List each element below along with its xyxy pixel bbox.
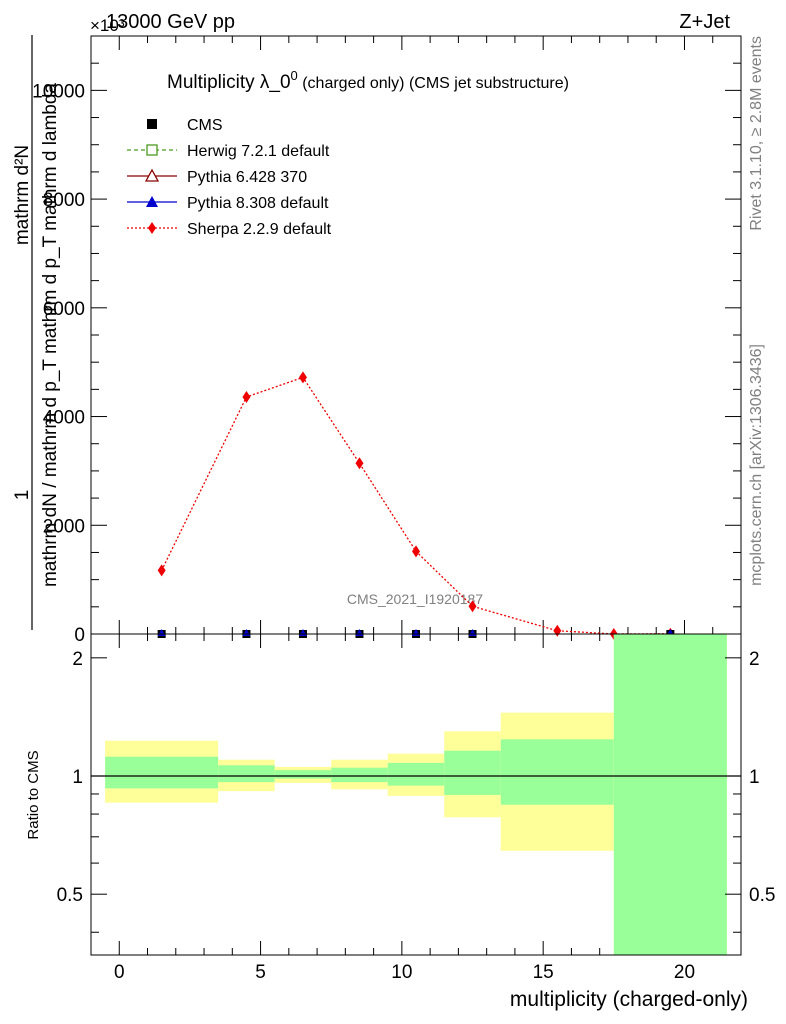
y-tick-label: 6000 — [43, 299, 85, 320]
uncertainty-band-green — [218, 765, 275, 783]
ratio-y-tick-label: 1 — [72, 767, 83, 788]
y-tick-label: 10000 — [32, 81, 85, 102]
x-tick-label: 15 — [533, 962, 554, 983]
legend-label: Pythia 6.428 370 — [187, 169, 307, 186]
legend-marker — [144, 168, 160, 182]
legend-marker — [148, 222, 156, 234]
ratio-x-tick-labels: 0 5 10 15 20 — [114, 962, 695, 983]
ratio-y-axis-label: Ratio to CMS — [25, 750, 42, 839]
ylabel-numerator: mathrm d²N — [12, 145, 33, 245]
ratio-y-tick-label: 0.5 — [57, 885, 83, 906]
y-tick-label: 4000 — [43, 408, 85, 429]
collision-label: 13000 GeV pp — [106, 11, 235, 33]
sherpa-point — [553, 624, 562, 637]
ratio-frame — [90, 633, 742, 956]
process-label: Z+Jet — [679, 11, 730, 33]
legend-entry: CMS — [147, 117, 223, 134]
legend-entry: Herwig 7.2.1 default — [127, 143, 330, 160]
ratio-panel: 0.5 0.5 1 1 2 2 0 5 10 15 20 Ratio to CMS multipl… — [25, 633, 776, 1011]
uncertainty-band-green — [387, 762, 445, 786]
y-tick-label: 8000 — [43, 190, 85, 211]
legend-marker — [146, 196, 158, 207]
legend-entry: Pythia 6.428 370 — [127, 168, 307, 186]
x-tick-label: 5 — [255, 962, 266, 983]
plot-title: Multiplicity λ_00 (charged only) (CMS je… — [167, 68, 569, 93]
sherpa-point — [298, 371, 307, 384]
ratio-bands — [105, 634, 727, 955]
legend-label: Sherpa 2.2.9 default — [187, 221, 332, 238]
uncertainty-band-green — [274, 770, 332, 779]
plot-title-suffix: (charged only) (CMS jet substructure) — [298, 75, 569, 92]
legend: CMS Herwig 7.2.1 default Pythia 6.428 370 P… — [127, 117, 332, 238]
ratio-axis-ticks — [91, 657, 741, 933]
ratio-y-tick-label: 2 — [72, 649, 83, 670]
main-y-axis-label: 1 mathrm d²N mathrm dN / mathrm d p_T ma… — [12, 35, 61, 630]
ratio-y-tick-label-right: 0.5 — [749, 885, 775, 906]
uncertainty-band-green — [500, 739, 614, 805]
legend-marker — [146, 144, 158, 156]
plot-title-main: Multiplicity λ_0 — [167, 72, 291, 93]
sherpa-point — [157, 564, 166, 577]
sherpa-point — [468, 600, 477, 613]
ratio-y-tick-labels: 0.5 0.5 1 1 2 2 — [57, 649, 776, 906]
main-y-tick-labels: 0 2000 4000 6000 8000 10000 — [32, 81, 85, 646]
y-tick-label: 2000 — [43, 516, 85, 537]
ratio-y-tick-label-right: 2 — [749, 649, 760, 670]
legend-entry: Pythia 8.308 default — [127, 195, 329, 212]
sherpa-point — [412, 545, 420, 558]
legend-label: CMS — [187, 117, 223, 134]
x-axis-label: multiplicity (charged-only) — [510, 988, 748, 1011]
uncertainty-band-green — [331, 767, 388, 783]
ratio-y-tick-label-right: 1 — [749, 767, 760, 788]
legend-label: Herwig 7.2.1 default — [187, 143, 330, 160]
ylabel-one: 1 — [12, 490, 33, 501]
y-tick-label: 0 — [74, 625, 85, 646]
plot-title-sup: 0 — [291, 68, 298, 83]
rivet-label: Rivet 3.1.10, ≥ 2.8M events — [748, 36, 765, 231]
mcplots-label: mcplots.cern.ch [arXiv:1306.3436] — [748, 344, 765, 586]
sherpa-point — [242, 390, 251, 403]
x-tick-label: 10 — [391, 962, 412, 983]
legend-entry: Sherpa 2.2.9 default — [127, 221, 332, 238]
uncertainty-band-green — [613, 634, 727, 955]
legend-marker — [147, 119, 157, 129]
ylabel-denominator: mathrm dN / mathrm d p_T mathrm d p_T ma… — [40, 83, 61, 587]
sherpa-point — [355, 457, 364, 470]
uncertainty-band-green — [105, 756, 219, 789]
exponent-label: ×10³ — [90, 16, 125, 35]
legend-label: Pythia 8.308 default — [187, 195, 329, 212]
analysis-watermark: CMS_2021_I1920187 — [347, 591, 483, 607]
x-tick-label: 20 — [674, 962, 695, 983]
x-tick-label: 0 — [114, 962, 125, 983]
uncertainty-band-green — [444, 750, 501, 795]
